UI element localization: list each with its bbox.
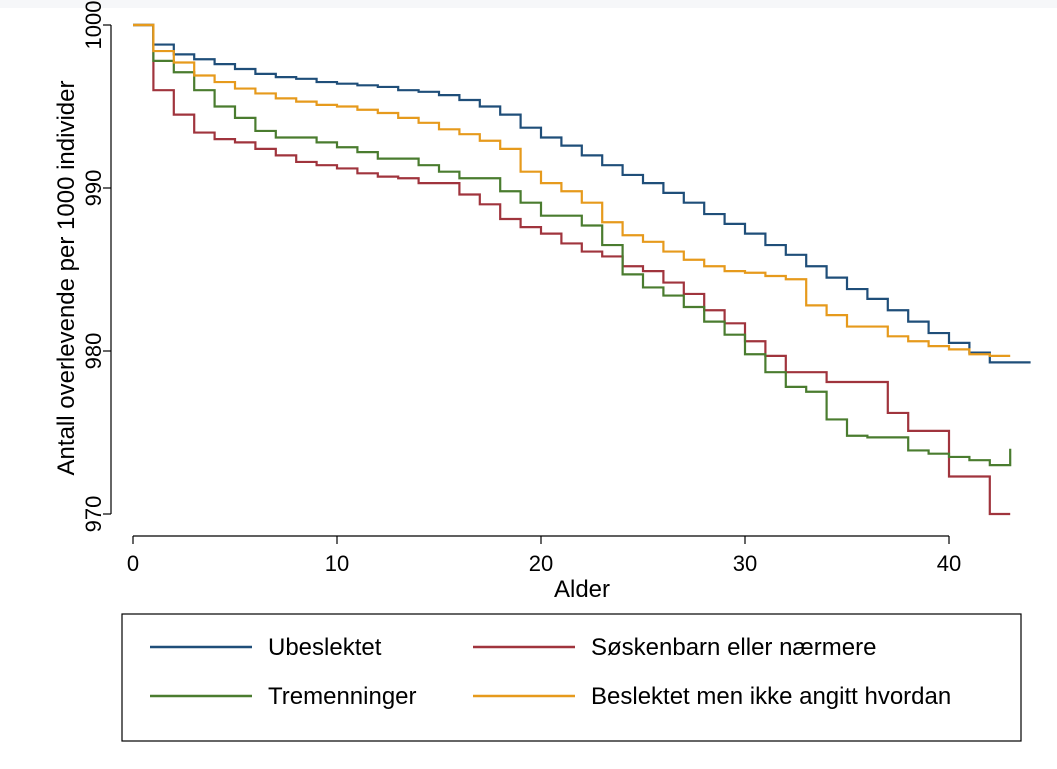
- x-tick-label: 40: [937, 551, 961, 576]
- plot-area: 0 10 20 30 40 970 980 990 1000: [81, 1, 1031, 576]
- y-tick-label: 970: [81, 496, 106, 533]
- top-strip: [0, 0, 1057, 8]
- y-tick-label: 1000: [81, 1, 106, 50]
- series-line-beslektet-men-ikke-angitt-hvordan: [133, 23, 1011, 357]
- x-tick-label: 10: [325, 551, 349, 576]
- series-line-s-skenbarn-eller-n-rmere: [133, 23, 1011, 516]
- y-tick-label: 990: [81, 170, 106, 207]
- legend-label: Ubeslektet: [268, 634, 382, 661]
- series-line-ubeslektet: [133, 23, 1031, 364]
- y-axis-title: Antall overlevende per 1000 individer: [53, 81, 80, 476]
- legend: Ubeslektet Søskenbarn eller nærmere Tremen…: [121, 613, 1022, 742]
- x-tick-label: 30: [733, 551, 757, 576]
- legend-label: Beslektet men ikke angitt hvordan: [591, 683, 951, 710]
- x-axis-title: Alder: [554, 576, 610, 603]
- y-tick-label: 980: [81, 333, 106, 370]
- legend-label: Tremenninger: [268, 683, 417, 710]
- legend-label: Søskenbarn eller nærmere: [591, 634, 876, 661]
- x-tick-label: 20: [529, 551, 553, 576]
- series-line-tremenninger: [133, 23, 1012, 467]
- legend-box: [121, 613, 1022, 742]
- x-tick-label: 0: [127, 551, 139, 576]
